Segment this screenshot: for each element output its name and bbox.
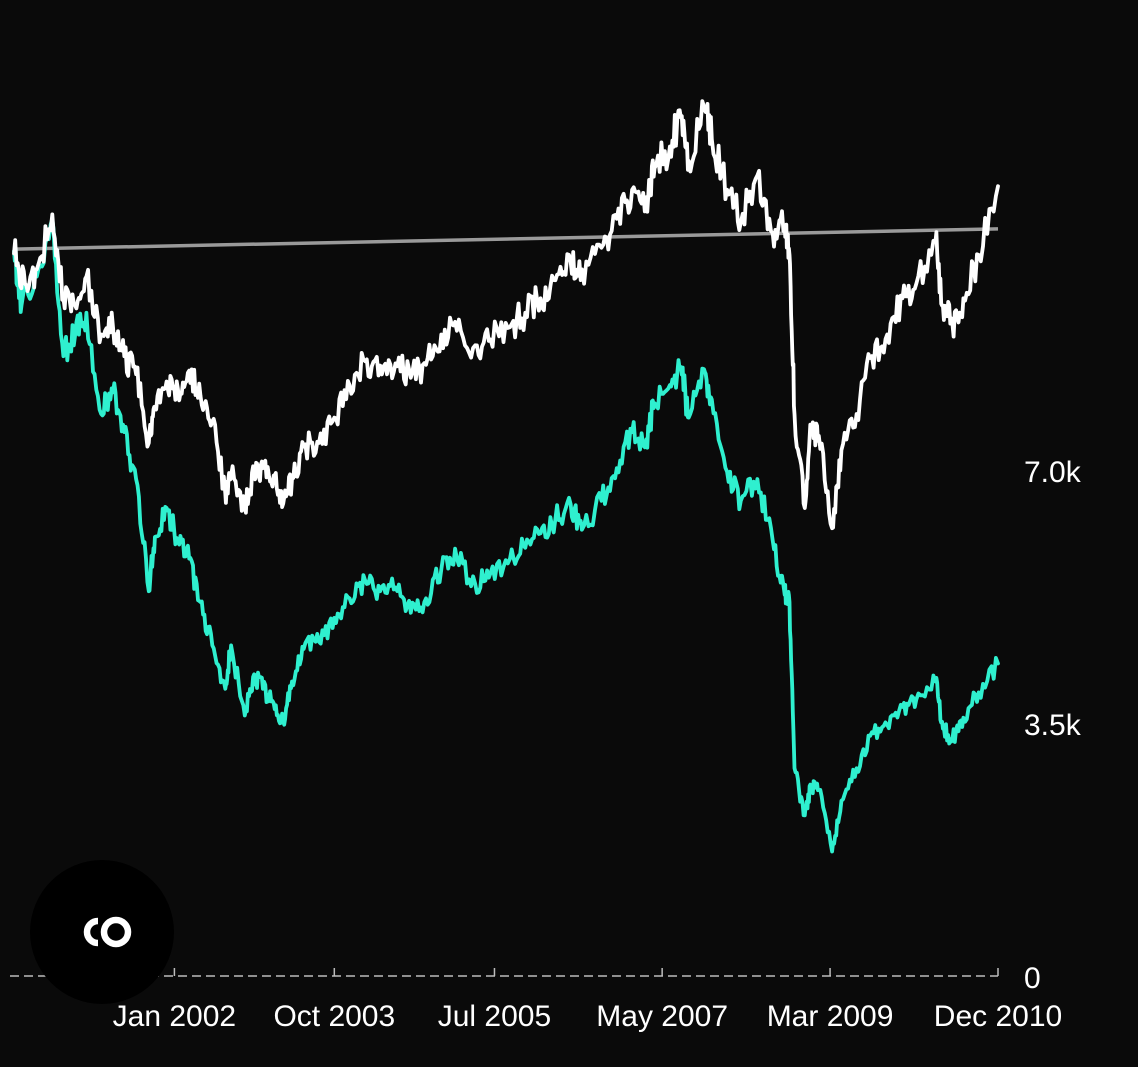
reference-line-layer <box>13 227 999 251</box>
y-tick-label: 3.5k <box>1024 709 1082 742</box>
x-tick-label: May 2007 <box>596 1000 728 1033</box>
reference-line <box>13 227 999 251</box>
x-axis <box>10 968 999 977</box>
x-tick-label: Mar 2009 <box>767 1000 894 1033</box>
y-tick-label: 7.0k <box>1024 456 1082 489</box>
x-tick-label: Jan 2002 <box>113 1000 236 1033</box>
series-line-white <box>12 99 1000 531</box>
x-tick-label: Oct 2003 <box>273 1000 395 1033</box>
x-tick-labels: Jan 2002 Oct 2003 Jul 2005 May 2007 Mar 2009… <box>113 1000 1063 1033</box>
y-tick-label: 0 <box>1024 962 1041 995</box>
y-tick-labels: 0 3.5k 7.0k <box>1024 456 1082 995</box>
x-tick-label: Jul 2005 <box>438 1000 551 1033</box>
series-layer <box>12 99 1000 854</box>
co-logo-button[interactable] <box>30 860 174 1004</box>
series-line-teal <box>12 216 1000 854</box>
x-tick-label: Dec 2010 <box>934 1000 1062 1033</box>
co-logo-icon <box>83 916 132 948</box>
